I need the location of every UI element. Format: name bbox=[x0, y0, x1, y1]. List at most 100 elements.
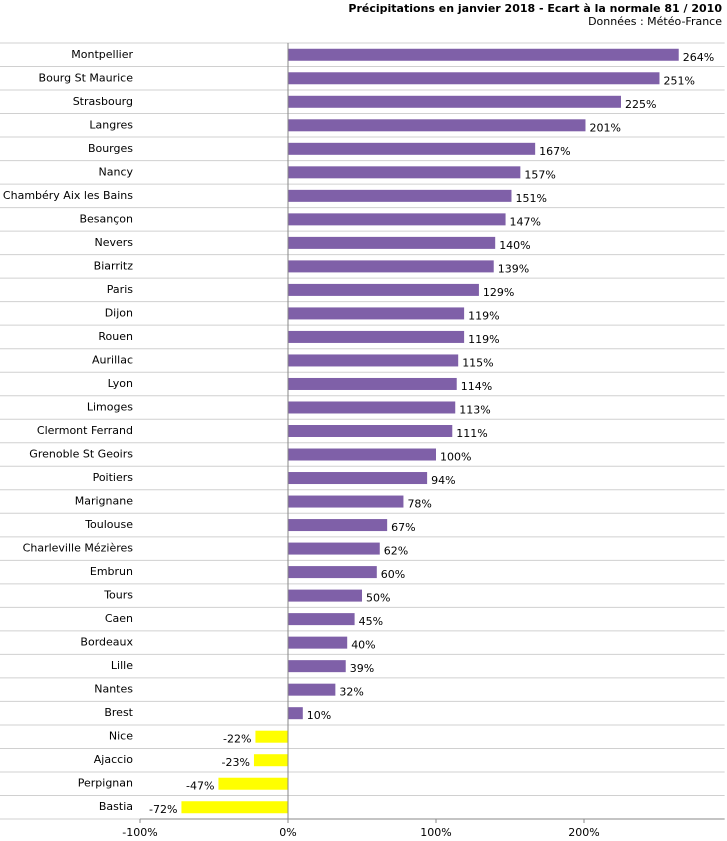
bar bbox=[288, 589, 362, 602]
value-label: 151% bbox=[515, 192, 546, 205]
value-label: 32% bbox=[339, 686, 363, 699]
value-label: 62% bbox=[384, 545, 408, 558]
category-label: Aurillac bbox=[92, 353, 133, 366]
value-label: -47% bbox=[186, 780, 214, 793]
category-label: Chambéry Aix les Bains bbox=[3, 189, 133, 202]
bar bbox=[288, 142, 536, 155]
category-label: Charleville Mézières bbox=[23, 542, 134, 555]
x-tick-label: -100% bbox=[122, 826, 157, 839]
category-label: Perpignan bbox=[78, 777, 133, 790]
category-label: Poitiers bbox=[93, 471, 134, 484]
bar bbox=[288, 613, 355, 626]
value-label: 60% bbox=[381, 568, 405, 581]
bar bbox=[253, 754, 288, 767]
x-tick-label: 200% bbox=[568, 826, 599, 839]
value-label: 39% bbox=[350, 662, 374, 675]
category-label: Lille bbox=[111, 659, 133, 672]
category-label: Caen bbox=[105, 612, 133, 625]
value-label: 157% bbox=[524, 168, 555, 181]
category-label: Nancy bbox=[99, 165, 134, 178]
value-label: 147% bbox=[510, 215, 541, 228]
value-label: 114% bbox=[461, 380, 492, 393]
bar bbox=[288, 425, 453, 437]
bar bbox=[288, 119, 586, 132]
category-label: Nice bbox=[109, 730, 133, 743]
x-tick-label: 100% bbox=[420, 826, 451, 839]
bar bbox=[288, 72, 660, 85]
bar bbox=[288, 48, 679, 61]
bar bbox=[288, 283, 479, 296]
value-label: 264% bbox=[683, 51, 714, 64]
category-label: Ajaccio bbox=[94, 753, 133, 766]
category-label: Grenoble St Geoirs bbox=[29, 448, 133, 461]
bar bbox=[288, 213, 506, 226]
bar bbox=[288, 307, 465, 320]
chart-title: Précipitations en janvier 2018 - Ecart à… bbox=[348, 2, 722, 15]
value-label: -22% bbox=[223, 733, 251, 746]
bar bbox=[181, 801, 288, 814]
value-label: 139% bbox=[498, 262, 529, 275]
x-tick-label: 0% bbox=[279, 826, 296, 839]
value-label: 50% bbox=[366, 592, 390, 605]
category-label: Nantes bbox=[94, 683, 133, 696]
bar bbox=[288, 660, 346, 673]
chart-subtitle: Données : Météo-France bbox=[588, 15, 722, 28]
category-label: Toulouse bbox=[84, 518, 133, 531]
category-label: Lyon bbox=[108, 377, 133, 390]
bar bbox=[288, 354, 459, 367]
bar bbox=[218, 777, 288, 790]
value-label: 251% bbox=[663, 74, 694, 87]
value-label: 94% bbox=[431, 474, 455, 487]
value-label: 201% bbox=[589, 121, 620, 134]
bar bbox=[288, 401, 456, 414]
value-label: 140% bbox=[499, 239, 530, 252]
value-label: 119% bbox=[468, 333, 499, 346]
value-label: 67% bbox=[391, 521, 415, 534]
bar bbox=[288, 683, 336, 696]
bar bbox=[288, 166, 521, 179]
value-label: 111% bbox=[456, 427, 487, 440]
category-label: Embrun bbox=[90, 565, 133, 578]
category-label: Tours bbox=[103, 589, 133, 602]
bar bbox=[288, 236, 496, 249]
bar bbox=[288, 566, 377, 579]
value-label: 100% bbox=[440, 451, 471, 464]
category-label: Paris bbox=[107, 283, 133, 296]
category-label: Biarritz bbox=[94, 259, 134, 272]
value-label: 129% bbox=[483, 286, 514, 299]
value-label: -23% bbox=[222, 756, 250, 769]
value-label: 45% bbox=[359, 615, 383, 628]
category-label: Dijon bbox=[105, 306, 133, 319]
category-label: Limoges bbox=[87, 400, 133, 413]
value-label: 115% bbox=[462, 356, 493, 369]
bar bbox=[255, 730, 288, 743]
value-label: 78% bbox=[407, 498, 431, 511]
category-label: Brest bbox=[104, 706, 133, 719]
value-label: -72% bbox=[149, 803, 177, 816]
bar bbox=[288, 472, 428, 485]
bar bbox=[288, 519, 388, 532]
category-label: Marignane bbox=[75, 495, 133, 508]
category-label: Nevers bbox=[94, 236, 133, 249]
category-label: Clermont Ferrand bbox=[37, 424, 133, 437]
bar bbox=[288, 495, 404, 508]
value-label: 225% bbox=[625, 98, 656, 111]
category-label: Bastia bbox=[99, 800, 133, 813]
value-label: 119% bbox=[468, 309, 499, 322]
category-label: Strasbourg bbox=[73, 95, 133, 108]
value-label: 167% bbox=[539, 145, 570, 158]
category-label: Montpellier bbox=[71, 48, 133, 61]
value-label: 113% bbox=[459, 403, 490, 416]
value-label: 10% bbox=[307, 709, 331, 722]
value-label: 40% bbox=[351, 639, 375, 652]
bar bbox=[288, 330, 465, 343]
category-label: Bourg St Maurice bbox=[39, 71, 134, 84]
bar bbox=[288, 636, 348, 649]
category-label: Besançon bbox=[79, 212, 133, 225]
category-label: Langres bbox=[89, 118, 133, 131]
category-label: Bourges bbox=[88, 142, 133, 155]
category-label: Bordeaux bbox=[80, 636, 133, 649]
bar bbox=[288, 707, 303, 720]
bar bbox=[288, 377, 457, 390]
